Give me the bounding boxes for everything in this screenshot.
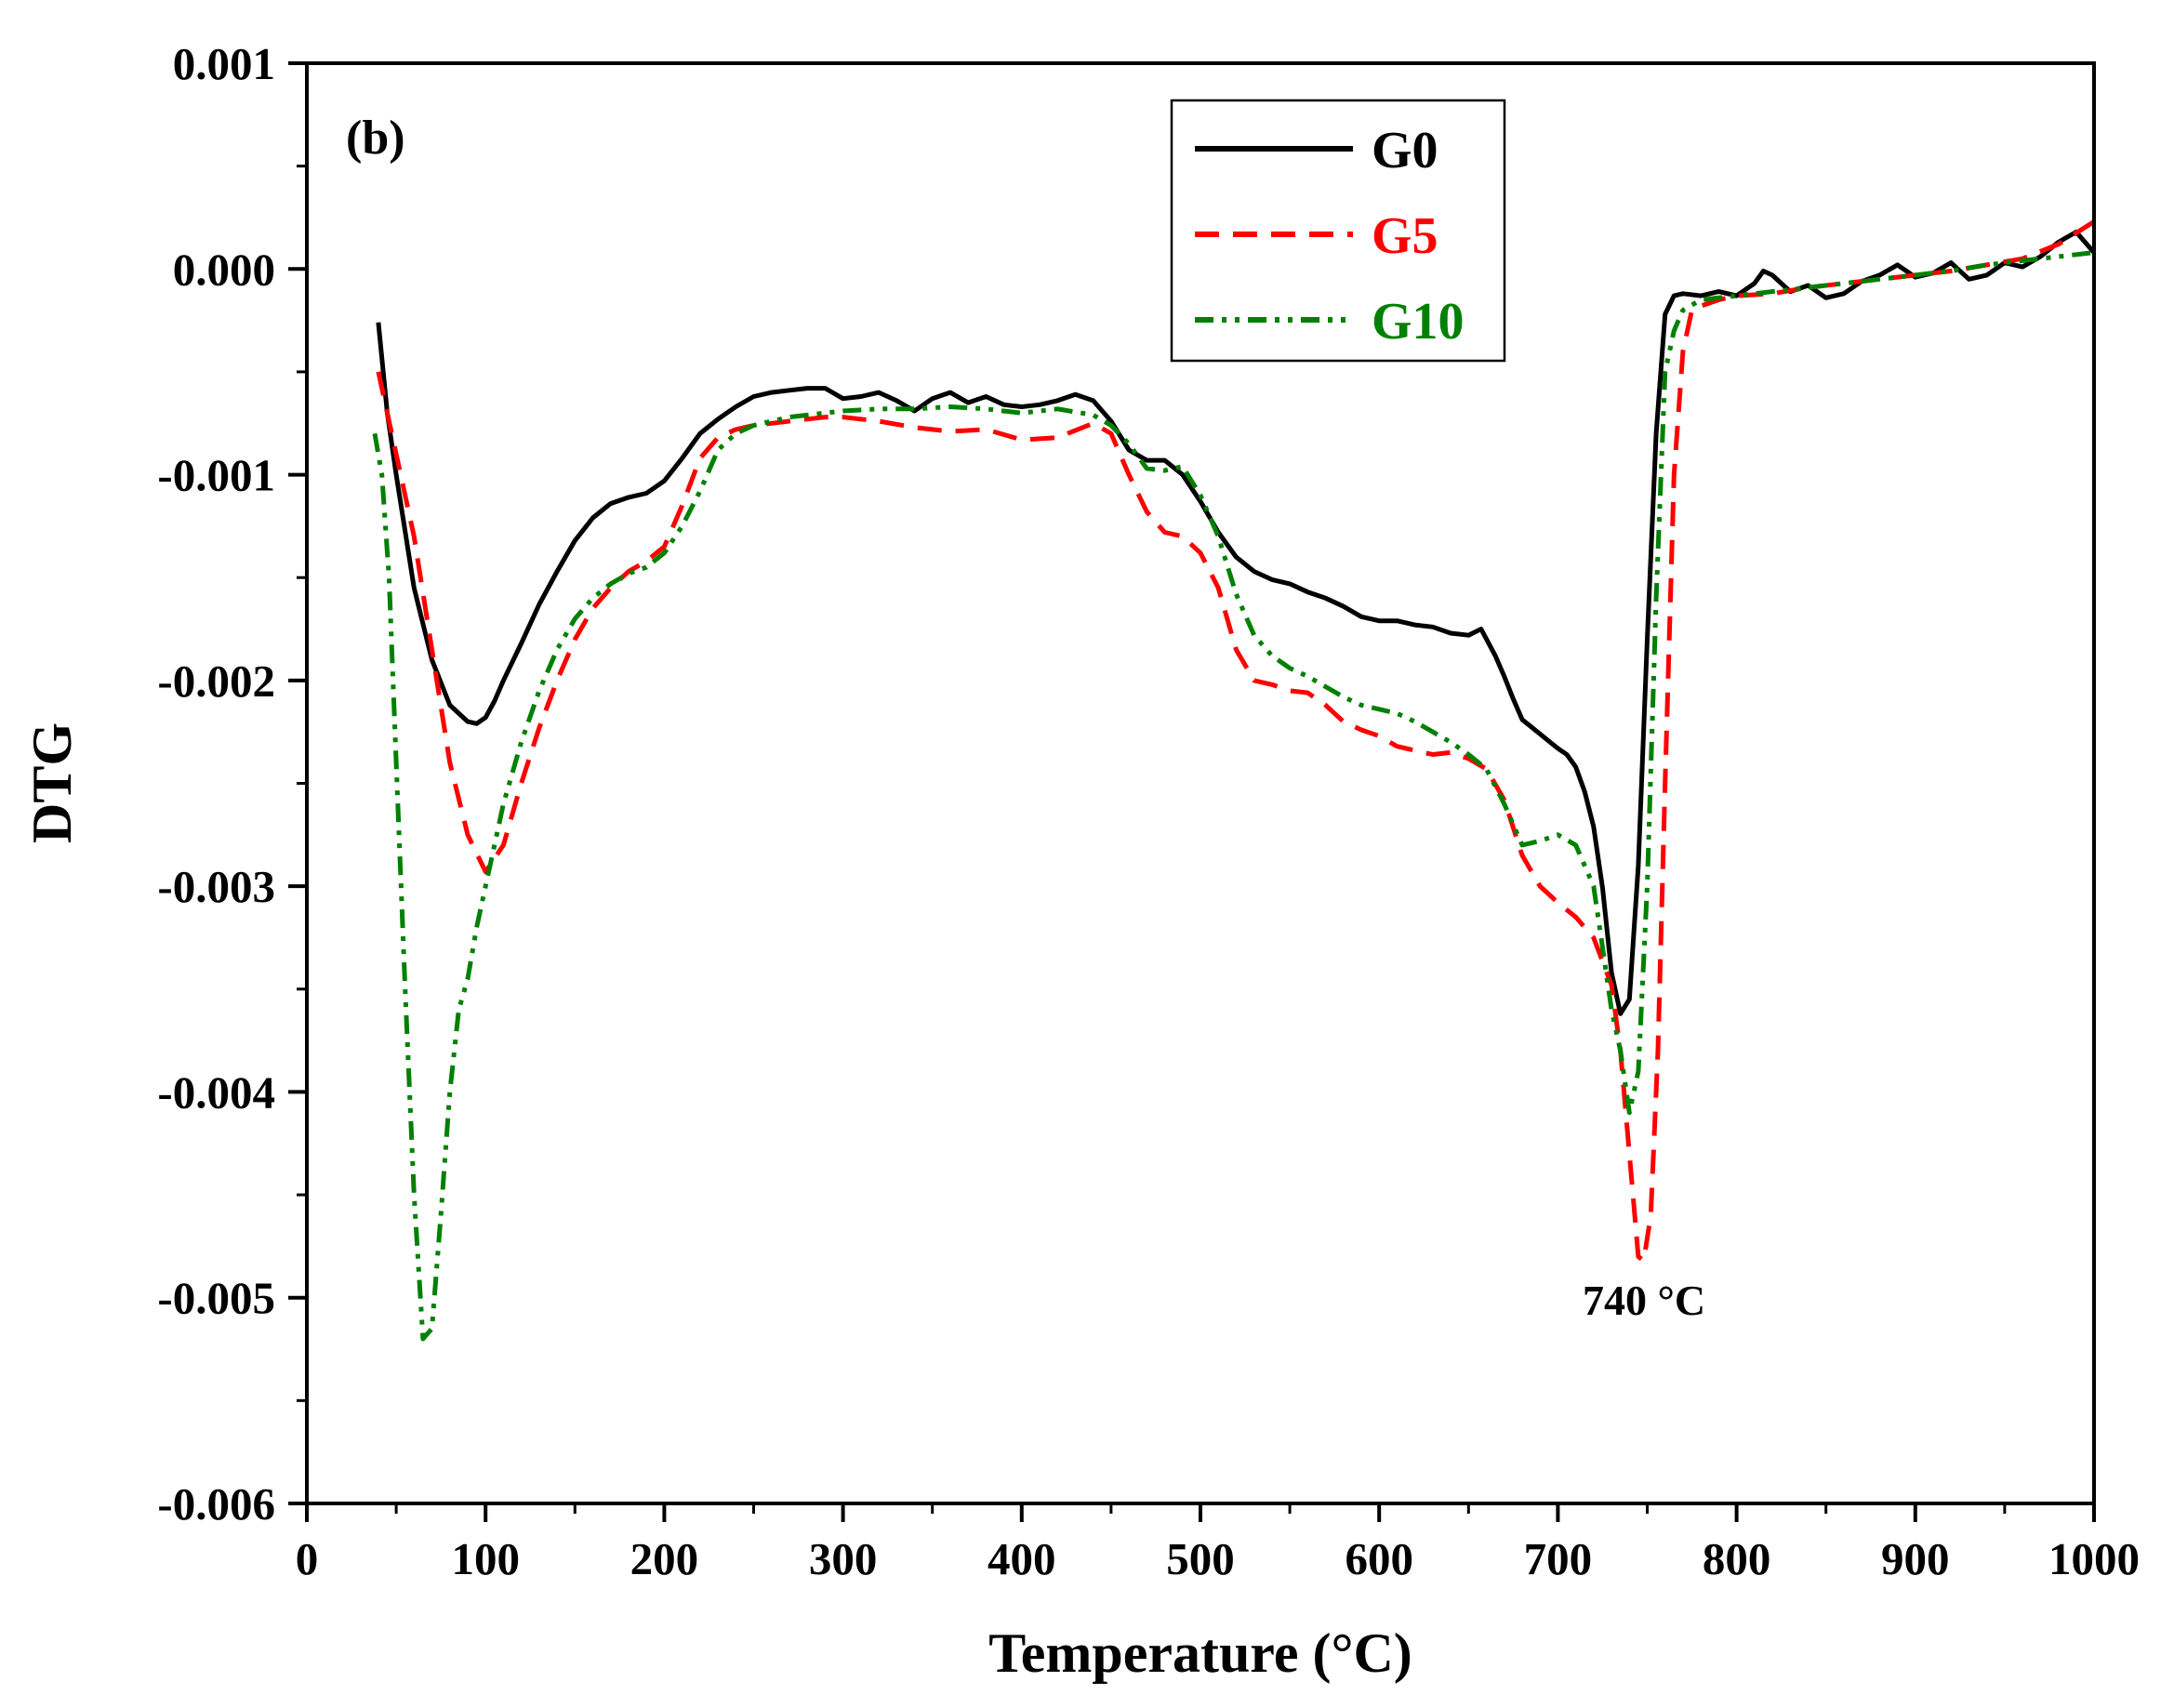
x-tick-label: 900 <box>1881 1533 1950 1584</box>
x-tick-label: 600 <box>1345 1533 1413 1584</box>
series-layer <box>372 219 2094 1342</box>
y-tick-label: -0.004 <box>157 1066 275 1118</box>
y-tick-label: -0.005 <box>157 1273 275 1324</box>
x-tick-label: 300 <box>809 1533 878 1584</box>
series-line-g0 <box>376 230 2094 1016</box>
y-tick-label: -0.006 <box>157 1478 275 1529</box>
ticks-layer <box>288 61 2096 1522</box>
peak-annotation: 740 °C <box>1583 1277 1705 1324</box>
x-tick-label: 400 <box>988 1533 1056 1584</box>
x-tick-label: 1000 <box>2048 1533 2140 1584</box>
legend-box <box>1170 99 1506 363</box>
y-tick-labels: 0.001 0.000 -0.001 -0.002 -0.003 -0.004 -0.005… <box>157 38 275 1529</box>
legend-label-g10: G10 <box>1372 293 1465 351</box>
y-tick-label: -0.001 <box>157 450 275 501</box>
y-tick-label: -0.002 <box>157 655 275 707</box>
series-line-g10 <box>372 250 2094 1342</box>
panel-label: (b) <box>346 112 405 165</box>
x-tick-label: 200 <box>630 1533 699 1584</box>
legend-label-g0: G0 <box>1372 122 1438 179</box>
x-tick-label: 100 <box>451 1533 520 1584</box>
x-tick-label: 0 <box>296 1533 319 1584</box>
x-tick-labels: 0 100 200 300 400 500 600 700 800 900 1000 <box>296 1533 2140 1584</box>
x-axis-title: Temperature (°C) <box>988 1622 1412 1684</box>
x-tick-label: 500 <box>1166 1533 1235 1584</box>
y-tick-label: 0.001 <box>173 38 275 89</box>
legend: G0 G5 G10 <box>1170 99 1506 363</box>
x-tick-label: 800 <box>1703 1533 1771 1584</box>
series-line-g5 <box>376 219 2094 1264</box>
y-axis-title: DTG <box>21 722 83 843</box>
legend-label-g5: G5 <box>1372 207 1438 265</box>
x-tick-label: 700 <box>1524 1533 1593 1584</box>
y-tick-label: 0.000 <box>173 244 275 295</box>
y-tick-label: -0.003 <box>157 861 275 912</box>
